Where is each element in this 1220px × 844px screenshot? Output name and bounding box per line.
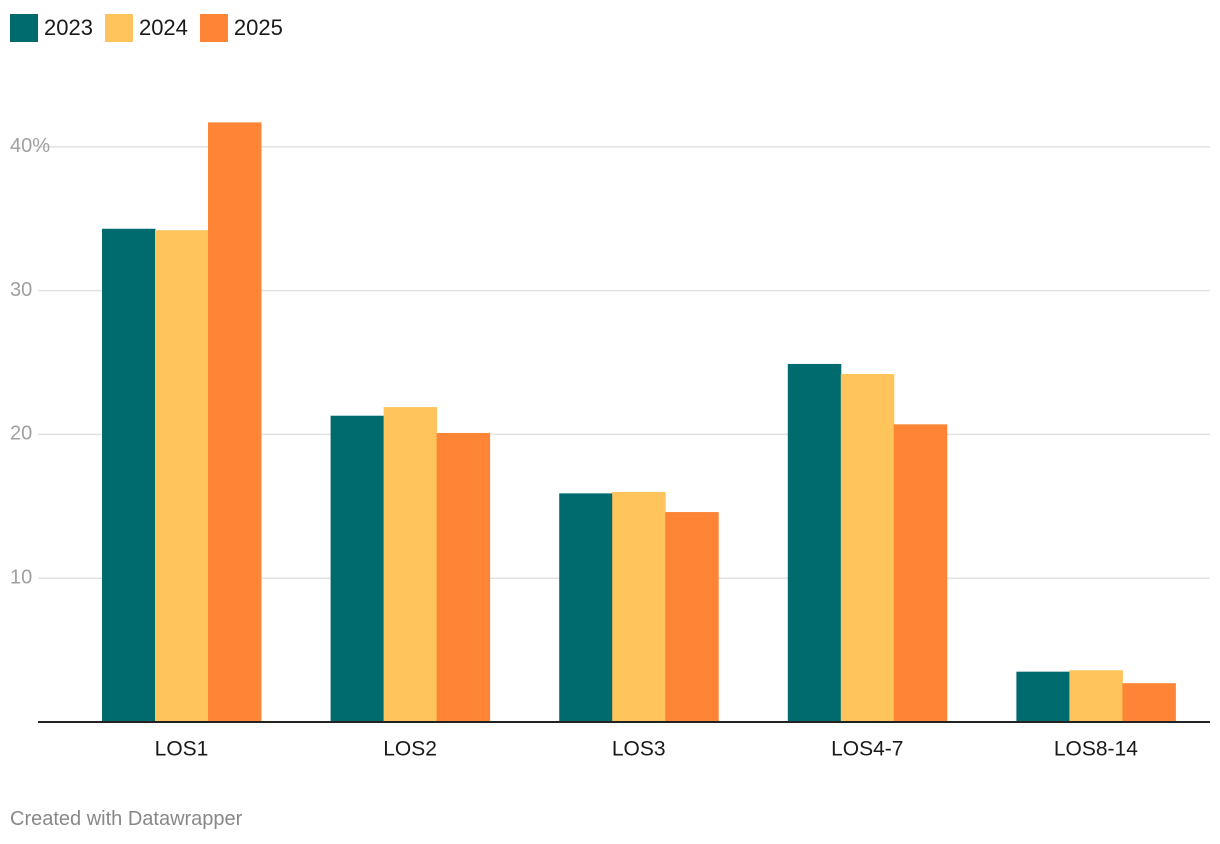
axes: LOS1 LOS2 LOS3 LOS4-7 LOS8-14: [38, 721, 1210, 761]
legend-swatch-2025: [199, 14, 228, 42]
x-tick-label-los1: LOS1: [155, 738, 209, 761]
y-tick-label-20: 20: [10, 423, 32, 445]
legend-swatch-2024: [104, 14, 133, 42]
legend-item-2024: 2024: [104, 14, 188, 42]
legend-swatch-2023: [10, 14, 38, 42]
bar-los8-14-2025: [1122, 683, 1176, 722]
y-tick-label-40: 40%: [10, 135, 50, 157]
bar-los3-2024: [612, 491, 666, 722]
bar-los4-7-2025: [893, 424, 948, 722]
bar-los2-2025: [436, 432, 491, 722]
legend-label-2024: 2024: [138, 15, 188, 40]
y-tick-label-10: 10: [10, 566, 32, 588]
x-tick-label-los4-7: LOS4-7: [831, 738, 903, 761]
footer-credit: Created with Datawrapper: [10, 808, 243, 830]
legend-item-2025: 2025: [199, 14, 283, 42]
bar-los2-2024: [383, 407, 438, 722]
bar-los3-2025: [665, 512, 719, 722]
chart-legend: 2023 2024 2025: [10, 14, 295, 42]
y-tick-label-30: 30: [10, 279, 32, 301]
bar-los4-7-2023: [787, 363, 842, 722]
bar-los3-2023: [559, 493, 613, 722]
x-tick-label-los8-14: LOS8-14: [1054, 738, 1138, 761]
bar-los1-2025: [208, 122, 262, 722]
x-tick-label-los2: LOS2: [383, 738, 437, 761]
legend-label-2023: 2023: [44, 15, 93, 40]
x-tick-label-los3: LOS3: [612, 738, 666, 761]
legend-item-2023: 2023: [10, 14, 93, 42]
bar-los8-14-2023: [1016, 671, 1070, 722]
bar-los8-14-2024: [1069, 670, 1123, 722]
bar-los1-2023: [102, 228, 156, 723]
bar-los4-7-2024: [840, 374, 895, 722]
bars: [102, 122, 1176, 723]
legend-label-2025: 2025: [233, 15, 283, 40]
bar-los2-2023: [330, 415, 385, 722]
bar-los1-2024: [155, 230, 209, 723]
